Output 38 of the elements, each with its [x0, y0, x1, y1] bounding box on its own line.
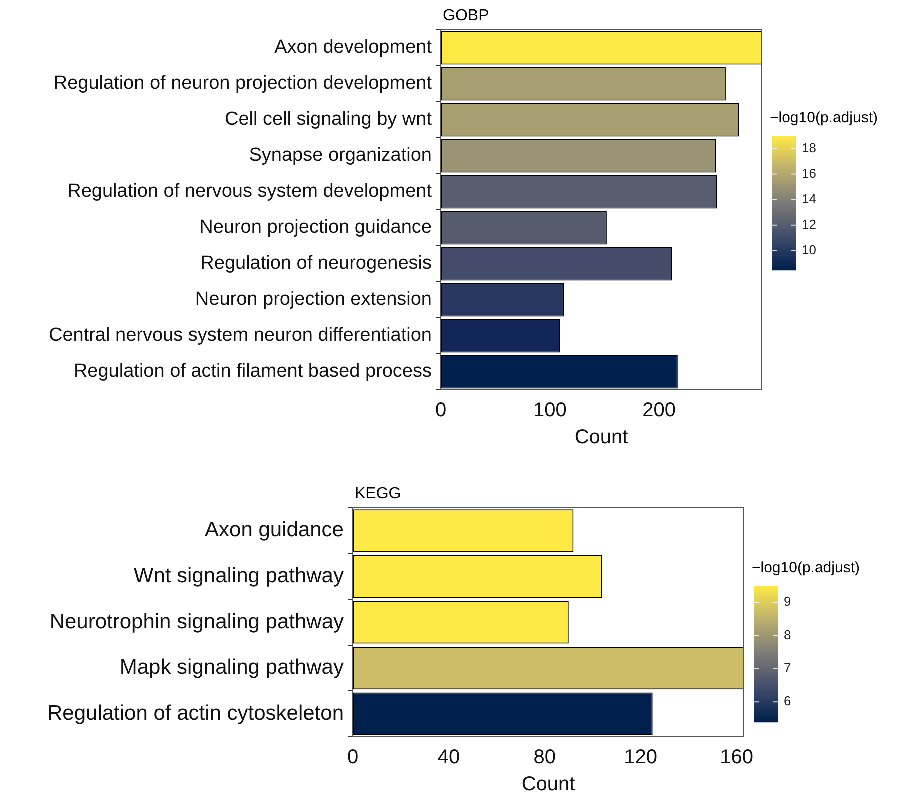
x-axis-title: Count	[522, 774, 576, 796]
x-tick-label: 0	[347, 746, 359, 769]
y-tick-label: Axon development	[274, 37, 433, 58]
chart-title: GOBP	[443, 7, 490, 24]
color-bar-label: 8	[784, 627, 792, 642]
color-bar-label: 12	[802, 216, 816, 232]
y-tick-label: Synapse organization	[249, 145, 432, 166]
x-tick-label: 200	[642, 400, 676, 422]
color-bar-label: 16	[802, 166, 816, 181]
y-tick-label: Regulation of nervous system development	[68, 181, 433, 202]
x-tick-label: 120	[624, 746, 658, 769]
y-tick-label: Neuron projection guidance	[200, 217, 432, 238]
y-tick-label: Regulation of actin filament based process	[74, 361, 432, 382]
color-bar-label: 9	[784, 594, 792, 610]
x-tick-label: 40	[438, 746, 460, 769]
y-tick-label: Regulation of actin cytoskeleton	[47, 702, 344, 725]
color-bar-label: 14	[802, 191, 816, 206]
color-bar-title: −log10(p.adjust)	[752, 560, 860, 577]
y-tick-label: Mapk signaling pathway	[120, 656, 344, 680]
y-tick-label: Neuron projection extension	[195, 289, 432, 310]
chart-title: KEGG	[355, 485, 402, 502]
x-tick-label: 0	[435, 400, 447, 422]
x-tick-label: 100	[533, 400, 567, 422]
color-bar-title: −log10(p.adjust)	[770, 110, 878, 127]
x-tick-label: 160	[720, 746, 754, 769]
y-tick-label: Cell cell signaling by wnt	[225, 109, 433, 130]
x-tick-label: 80	[534, 746, 556, 769]
color-bar-label: 18	[802, 140, 816, 156]
color-bar-label: 6	[784, 694, 792, 709]
color-bar-label: 7	[784, 660, 792, 676]
x-axis-title: Count	[574, 426, 629, 449]
y-tick-label: Neurotrophin signaling pathway	[50, 610, 344, 634]
color-bar-label: 10	[802, 242, 816, 258]
y-tick-label: Regulation of neuron projection development	[54, 73, 433, 94]
y-tick-label: Central nervous system neuron differentiation	[48, 325, 432, 346]
y-tick-label: Axon guidance	[205, 518, 344, 542]
y-tick-label: Regulation of neurogenesis	[200, 253, 432, 274]
y-tick-label: Wnt signaling pathway	[134, 564, 344, 588]
